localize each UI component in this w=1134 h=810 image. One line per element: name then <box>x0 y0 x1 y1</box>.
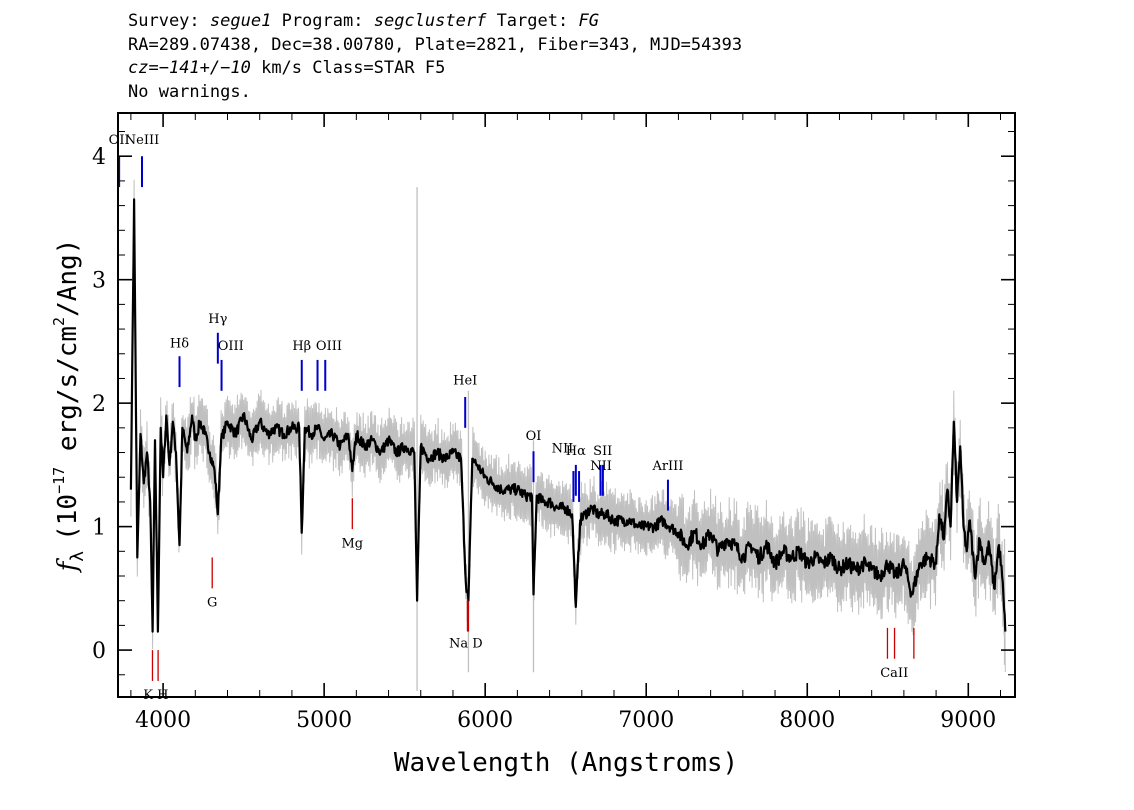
emission-line-label: ArIII <box>651 459 683 474</box>
y-tick-label: 4 <box>92 145 106 170</box>
emission-line-label: Hβ <box>292 339 311 354</box>
spectrum-header: Survey: segue1 Program: segclusterf Targ… <box>128 10 742 104</box>
error-trace <box>130 179 1006 673</box>
header-line-warnings: No warnings. <box>128 81 251 102</box>
y-axis-title: fλ(10−17 erg/s/cm2/Ang) <box>50 239 88 574</box>
absorption-line-label: CaII <box>880 666 908 681</box>
emission-line-label: NII <box>552 442 574 457</box>
axis-ticks: 4000 5000 6000 7000 8000 9000 0 1 2 3 4 <box>92 113 1015 733</box>
survey-value: segue1 <box>209 11 272 31</box>
y-tick-label: 1 <box>92 516 106 541</box>
emission-line-label: Hα <box>566 444 586 459</box>
x-tick-label: 6000 <box>457 708 513 733</box>
emission-line-label: OI <box>526 429 542 444</box>
y-tick-label: 0 <box>92 639 106 664</box>
target-value: FG <box>578 11 599 31</box>
program-value: segclusterf <box>373 11 487 31</box>
survey-label: Survey: <box>128 11 200 31</box>
emission-line-label: Hγ <box>208 312 227 327</box>
emission-line-label: OII <box>109 133 130 148</box>
x-tick-label: 5000 <box>296 708 352 733</box>
emission-line-label: Hδ <box>170 337 189 352</box>
emission-line-label: NeIII <box>125 133 159 148</box>
absorption-line-label: Mg <box>341 536 363 551</box>
emission-line-label: HeI <box>453 374 477 389</box>
x-tick-label: 7000 <box>618 708 674 733</box>
program-label: Program: <box>281 11 364 31</box>
y-tick-label: 2 <box>92 392 106 417</box>
x-tick-label: 8000 <box>779 708 835 733</box>
header-line-survey: Survey: segue1 Program: segclusterf Targ… <box>128 10 742 34</box>
absorption-line-label: K H <box>143 688 168 703</box>
header-line-redshift: cz=−141+/−10 km/s Class=STAR F5 <box>128 57 742 81</box>
x-tick-label: 4000 <box>135 708 191 733</box>
emission-line-label: NII <box>590 459 612 474</box>
error-band <box>130 179 1006 673</box>
y-tick-label: 3 <box>92 269 106 294</box>
absorption-line-label: G <box>207 596 217 611</box>
sky-residual-spikes <box>416 187 1006 691</box>
emission-line-label: OIII <box>218 339 244 354</box>
emission-line-label: SII <box>593 444 612 459</box>
cz-label: cz= <box>128 58 159 78</box>
target-label: Target: <box>496 11 569 31</box>
emission-line-label: OIII <box>316 339 342 354</box>
flux-line <box>129 198 1007 633</box>
cz-value: −141+/−10 <box>158 58 251 78</box>
x-tick-label: 9000 <box>940 708 996 733</box>
absorption-line-label: Na D <box>449 636 483 651</box>
header-line-coordinates: RA=289.07438, Dec=38.00780, Plate=2821, … <box>128 34 743 55</box>
class-value: km/s Class=STAR F5 <box>250 58 446 78</box>
plot-frame <box>117 112 1016 698</box>
x-axis-title: Wavelength (Angstroms) <box>394 748 738 778</box>
